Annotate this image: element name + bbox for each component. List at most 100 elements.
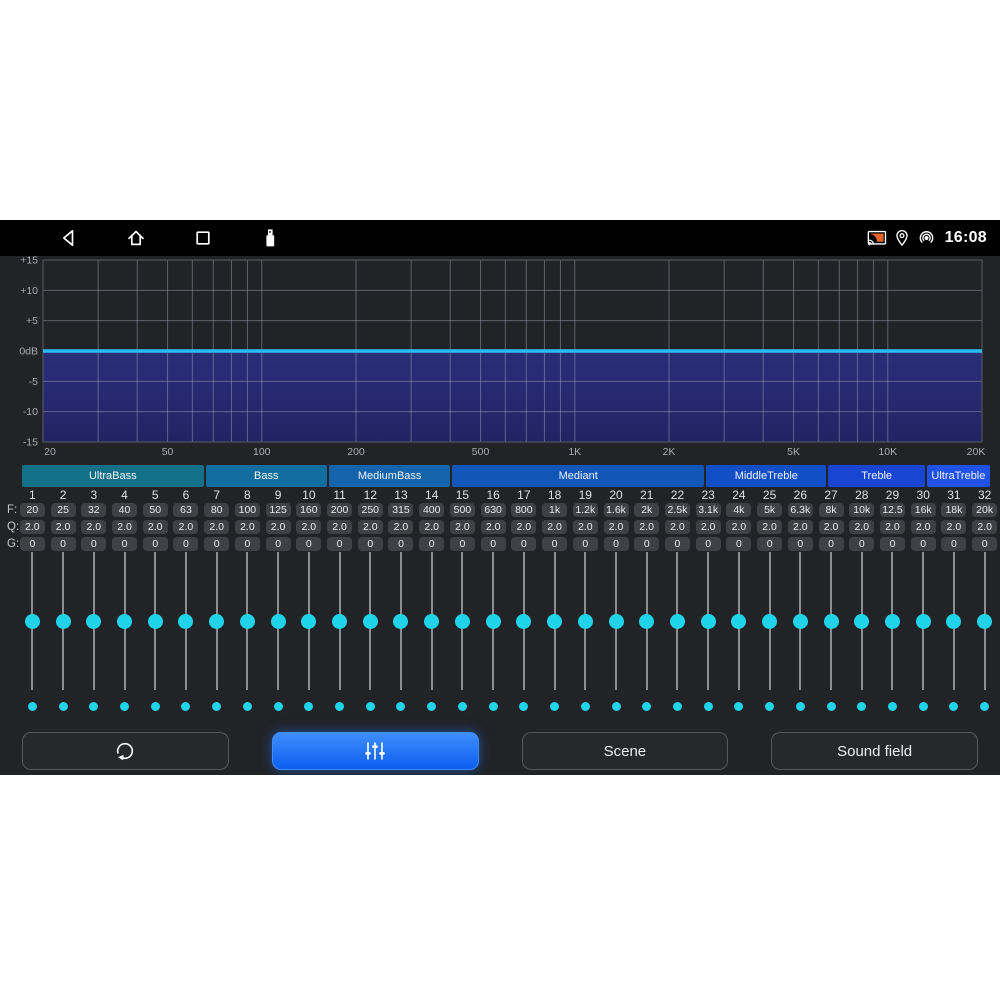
home-icon[interactable] bbox=[125, 227, 147, 249]
gain-slider[interactable] bbox=[324, 552, 355, 690]
band-mediumbass: MediumBass bbox=[328, 465, 451, 487]
channel-number: 8 bbox=[244, 488, 251, 502]
q-value-chip: 2.0 bbox=[112, 520, 138, 534]
band-mediant: Mediant bbox=[452, 465, 705, 487]
gain-slider[interactable] bbox=[447, 552, 478, 690]
slider-knob[interactable] bbox=[915, 613, 931, 629]
q-value-chip: 2.0 bbox=[787, 520, 813, 534]
channel-number: 25 bbox=[762, 488, 777, 502]
eq-channel-col-32: 32 20k 2.0 0 bbox=[969, 488, 1000, 711]
slider-knob[interactable] bbox=[393, 613, 409, 629]
slider-knob[interactable] bbox=[147, 613, 163, 629]
gain-slider[interactable] bbox=[539, 552, 570, 690]
gain-value-chip: 0 bbox=[542, 537, 568, 551]
q-value-chip: 2.0 bbox=[265, 520, 291, 534]
slider-knob[interactable] bbox=[547, 613, 563, 629]
freq-value-chip: 160 bbox=[296, 503, 322, 517]
slider-knob[interactable] bbox=[55, 613, 71, 629]
gain-slider[interactable] bbox=[140, 552, 171, 690]
eq-channel-col-6: 6 63 2.0 0 bbox=[171, 488, 202, 711]
gain-slider[interactable] bbox=[293, 552, 324, 690]
slider-knob[interactable] bbox=[239, 613, 255, 629]
gain-slider[interactable] bbox=[816, 552, 847, 690]
slider-knob[interactable] bbox=[946, 613, 962, 629]
slider-knob[interactable] bbox=[639, 613, 655, 629]
sound-field-button[interactable]: Sound field bbox=[771, 732, 978, 770]
slider-bottom-dot bbox=[580, 702, 590, 711]
gain-slider[interactable] bbox=[509, 552, 540, 690]
gain-slider[interactable] bbox=[232, 552, 263, 690]
gain-slider[interactable] bbox=[908, 552, 939, 690]
slider-knob[interactable] bbox=[516, 613, 532, 629]
gain-slider[interactable] bbox=[48, 552, 79, 690]
slider-bottom-dot bbox=[304, 702, 314, 711]
freq-value-chip: 2.5k bbox=[664, 503, 690, 517]
gain-slider[interactable] bbox=[785, 552, 816, 690]
gain-slider[interactable] bbox=[478, 552, 509, 690]
reset-button[interactable] bbox=[22, 732, 229, 770]
slider-knob[interactable] bbox=[792, 613, 808, 629]
gain-slider[interactable] bbox=[662, 552, 693, 690]
gain-slider[interactable] bbox=[754, 552, 785, 690]
slider-knob[interactable] bbox=[301, 613, 317, 629]
slider-knob[interactable] bbox=[977, 613, 993, 629]
channel-number: 10 bbox=[302, 488, 316, 502]
slider-knob[interactable] bbox=[424, 613, 440, 629]
slider-knob[interactable] bbox=[270, 613, 286, 629]
gain-slider[interactable] bbox=[570, 552, 601, 690]
slider-knob[interactable] bbox=[854, 613, 870, 629]
slider-knob[interactable] bbox=[731, 613, 747, 629]
slider-knob[interactable] bbox=[86, 613, 102, 629]
gain-slider[interactable] bbox=[939, 552, 970, 690]
channel-number: 19 bbox=[578, 488, 592, 502]
gain-slider[interactable] bbox=[601, 552, 632, 690]
gain-slider[interactable] bbox=[171, 552, 202, 690]
gain-slider[interactable] bbox=[263, 552, 294, 690]
slider-knob[interactable] bbox=[884, 613, 900, 629]
slider-knob[interactable] bbox=[669, 613, 685, 629]
gain-slider[interactable] bbox=[846, 552, 877, 690]
gain-slider[interactable] bbox=[416, 552, 447, 690]
slider-knob[interactable] bbox=[700, 613, 716, 629]
gain-slider[interactable] bbox=[969, 552, 1000, 690]
slider-knob[interactable] bbox=[577, 613, 593, 629]
equalizer-tab-button[interactable] bbox=[271, 732, 479, 770]
gain-slider[interactable] bbox=[877, 552, 908, 690]
slider-knob[interactable] bbox=[454, 613, 470, 629]
slider-knob[interactable] bbox=[485, 613, 501, 629]
gain-slider[interactable] bbox=[724, 552, 755, 690]
slider-knob[interactable] bbox=[209, 613, 225, 629]
gain-slider[interactable] bbox=[109, 552, 140, 690]
q-value-chip: 2.0 bbox=[695, 520, 721, 534]
gain-value-chip: 0 bbox=[849, 537, 875, 551]
band-bass: Bass bbox=[205, 465, 327, 487]
slider-bottom-dot bbox=[949, 702, 959, 711]
recents-icon[interactable] bbox=[192, 227, 214, 249]
gain-value-chip: 0 bbox=[327, 537, 353, 551]
gain-slider[interactable] bbox=[631, 552, 662, 690]
gain-slider[interactable] bbox=[17, 552, 48, 690]
slider-knob[interactable] bbox=[608, 613, 624, 629]
freq-value-chip: 2k bbox=[634, 503, 660, 517]
usb-icon bbox=[259, 227, 281, 249]
channel-number: 13 bbox=[394, 488, 408, 502]
slider-bottom-dot bbox=[89, 702, 99, 711]
slider-knob[interactable] bbox=[117, 613, 133, 629]
scene-button[interactable]: Scene bbox=[521, 732, 729, 770]
slider-knob[interactable] bbox=[24, 613, 40, 629]
slider-knob[interactable] bbox=[362, 613, 378, 629]
back-icon[interactable] bbox=[58, 227, 80, 249]
channel-number: 22 bbox=[670, 488, 685, 502]
slider-knob[interactable] bbox=[762, 613, 778, 629]
gain-slider[interactable] bbox=[78, 552, 109, 690]
slider-knob[interactable] bbox=[178, 613, 194, 629]
slider-knob[interactable] bbox=[823, 613, 839, 629]
gain-slider[interactable] bbox=[355, 552, 386, 690]
gain-slider[interactable] bbox=[201, 552, 232, 690]
slider-knob[interactable] bbox=[332, 613, 348, 629]
slider-bottom-dot bbox=[672, 702, 682, 711]
gain-slider[interactable] bbox=[693, 552, 724, 690]
q-value-chip: 2.0 bbox=[50, 520, 76, 534]
q-value-chip: 2.0 bbox=[419, 520, 445, 534]
gain-slider[interactable] bbox=[386, 552, 417, 690]
